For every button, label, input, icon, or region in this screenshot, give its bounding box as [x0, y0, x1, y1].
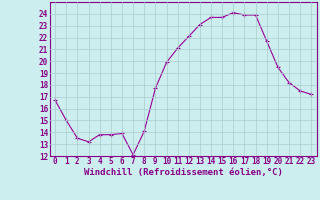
X-axis label: Windchill (Refroidissement éolien,°C): Windchill (Refroidissement éolien,°C): [84, 168, 283, 177]
